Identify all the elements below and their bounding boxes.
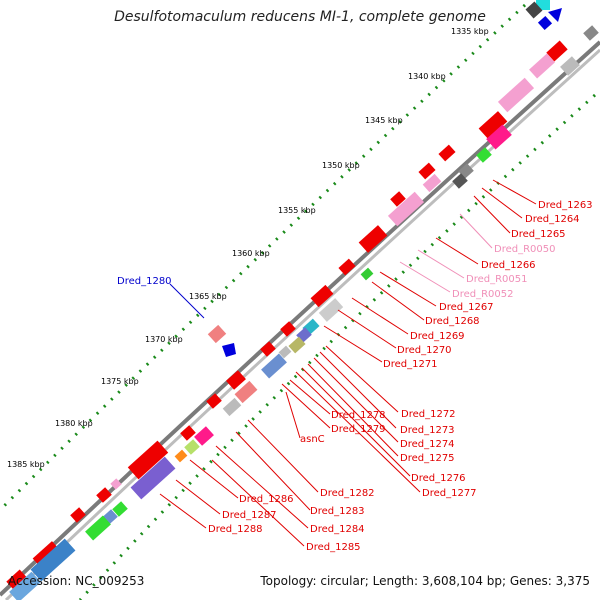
genome-backbone [0,40,600,597]
gene-label: Dred_1283 [310,506,365,517]
gene-label: Dred_R0050 [494,244,556,255]
scale-label: 1375 kbp [101,377,139,386]
gene-label: Dred_1272 [401,409,456,420]
gene-label: Dred_1287 [222,510,277,521]
gene-label: Dred_1275 [400,453,455,464]
reverse-strand-genes [9,25,599,600]
gene-label: Dred_1280 [117,276,172,287]
gene-label: Dred_1273 [400,425,455,436]
gene-label: Dred_1277 [422,488,477,499]
scale-label: 1335 kbp [451,27,489,36]
gene-label: Dred_1263 [538,200,593,211]
gene-label: Dred_1285 [306,542,361,553]
gene-label: Dred_1278 [331,410,386,421]
scale-dotted-inner [78,93,597,600]
leader-lines [159,179,537,547]
scale-label: 1380 kbp [55,419,93,428]
gene-label: Dred_R0052 [452,289,514,300]
gene-label: Dred_1274 [400,439,455,450]
scale-label: 1350 kbp [322,161,360,170]
gene-labels: Dred_1263 Dred_1264 Dred_1265 Dred_R0050… [117,200,593,553]
map-title: Desulfotomaculum reducens MI-1, complete… [114,9,486,25]
gene-label: Dred_1276 [411,473,466,484]
gene-label: Dred_1269 [410,331,465,342]
gene-label: Dred_1271 [383,359,438,370]
gene-label: Dred_1266 [481,260,536,271]
gene-label: Dred_1267 [439,302,494,313]
genome-backbone-shadow [4,48,600,600]
accession-text: Accession: NC_009253 [8,574,145,588]
scale-label: 1360 kbp [232,249,270,258]
gene-label: Dred_1265 [511,229,566,240]
forward-strand-genes [6,0,568,591]
gene-label: Dred_R0051 [466,274,528,285]
gene-label: Dred_1286 [239,494,294,505]
gene-label: Dred_1282 [320,488,375,499]
scale-label: 1365 kbp [189,292,227,301]
gene-label: Dred_1264 [525,214,580,225]
scale-label: 1345 kbp [365,116,403,125]
scale-label: 1385 kbp [7,460,45,469]
gene-label: Dred_1284 [310,524,365,535]
gene-label: Dred_1268 [425,316,480,327]
topology-summary: Topology: circular; Length: 3,608,104 bp… [260,574,590,588]
scale-label: 1340 kbp [408,72,446,81]
scale-label: 1370 kbp [145,335,183,344]
gene-label: Dred_1279 [331,424,386,435]
gene-label: Dred_1270 [397,345,452,356]
gene-label: asnC [300,434,325,445]
gene-label: Dred_1288 [208,524,263,535]
scale-label: 1355 kbp [278,206,316,215]
scale-labels: 1335 kbp 1340 kbp 1345 kbp 1350 kbp 1355… [7,27,489,469]
